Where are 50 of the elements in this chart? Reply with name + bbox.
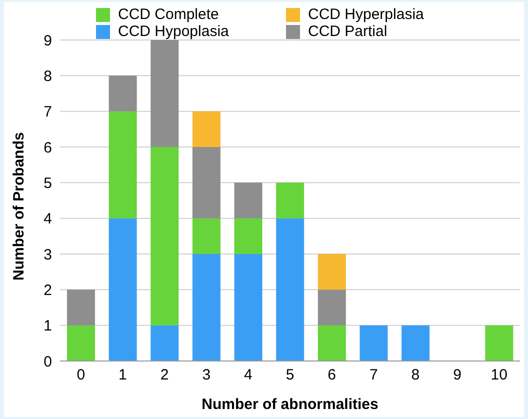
y-tick-label: 0 bbox=[44, 353, 52, 370]
bar bbox=[276, 182, 304, 218]
y-tick-label: 2 bbox=[44, 282, 52, 299]
bar bbox=[402, 325, 430, 361]
y-tick-label: 5 bbox=[44, 174, 52, 192]
bar bbox=[234, 218, 262, 254]
x-tick-label: 10 bbox=[490, 366, 508, 384]
legend-label: CCD Complete bbox=[118, 6, 219, 23]
y-tick-label: 9 bbox=[44, 32, 52, 50]
bar bbox=[234, 254, 262, 361]
legend-label: CCD Partial bbox=[308, 23, 388, 40]
x-tick-label: 8 bbox=[411, 366, 420, 384]
y-tick-label: 6 bbox=[44, 139, 52, 156]
bar bbox=[318, 254, 346, 290]
x-tick-label: 6 bbox=[328, 366, 336, 384]
y-tick-label: 4 bbox=[44, 210, 52, 228]
bar bbox=[67, 325, 95, 361]
y-tick-label: 3 bbox=[44, 246, 52, 264]
y-axis-title: Number of Probands bbox=[10, 132, 28, 280]
x-tick-label: 2 bbox=[160, 366, 169, 384]
x-tick-label: 9 bbox=[453, 366, 462, 384]
bar bbox=[150, 40, 179, 147]
legend-label: CCD Hypoplasia bbox=[118, 23, 229, 40]
bar bbox=[67, 290, 95, 326]
bar bbox=[108, 76, 137, 112]
bar bbox=[192, 254, 220, 361]
y-tick-label: 8 bbox=[44, 68, 52, 85]
bar bbox=[108, 218, 137, 361]
bar bbox=[192, 147, 220, 218]
bar bbox=[318, 290, 346, 326]
bar bbox=[485, 325, 514, 361]
x-tick-label: 5 bbox=[286, 366, 294, 384]
legend-label: CCD Hyperplasia bbox=[308, 6, 424, 23]
bar bbox=[150, 147, 179, 326]
bar bbox=[318, 325, 346, 361]
y-tick-label: 7 bbox=[44, 104, 52, 121]
y-tick-label: 1 bbox=[44, 318, 52, 335]
bar bbox=[360, 325, 388, 361]
x-tick-label: 1 bbox=[118, 366, 127, 384]
x-tick-label: 0 bbox=[76, 366, 86, 384]
x-tick-label: 4 bbox=[244, 366, 252, 384]
bar bbox=[108, 111, 137, 218]
bar bbox=[150, 325, 179, 361]
bar bbox=[192, 111, 220, 147]
bar bbox=[192, 218, 220, 254]
bar bbox=[234, 182, 262, 218]
bar bbox=[276, 218, 304, 361]
x-tick-label: 7 bbox=[369, 366, 378, 384]
x-axis-title: Number of abnormalities bbox=[202, 396, 378, 413]
x-tick-label: 3 bbox=[202, 366, 211, 384]
